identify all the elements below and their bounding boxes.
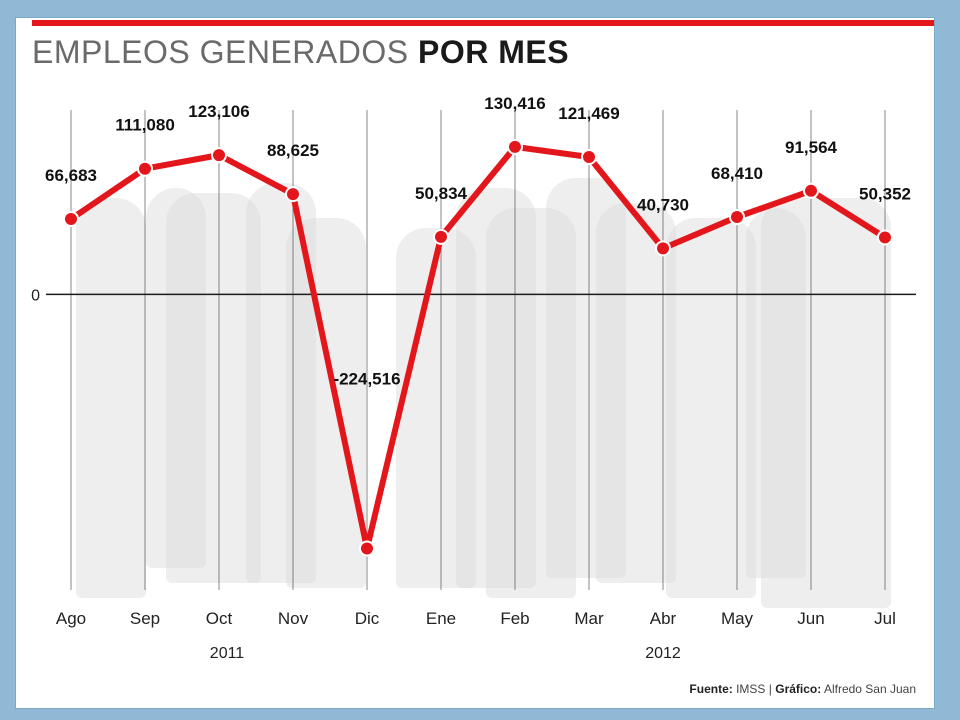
background-figure <box>486 208 576 598</box>
data-value-label: 40,730 <box>637 195 689 214</box>
credit-label: Gráfico: <box>775 682 822 696</box>
data-point-marker <box>729 209 745 226</box>
source-value: IMSS <box>736 682 766 696</box>
month-tick-label: Jul <box>874 609 896 628</box>
month-tick-label: Ene <box>426 609 456 628</box>
data-point-marker <box>433 228 449 245</box>
data-value-label: 50,352 <box>859 184 911 203</box>
month-tick-label: Ago <box>56 609 86 628</box>
source-label: Fuente: <box>689 682 733 696</box>
data-point-marker <box>63 210 79 227</box>
month-tick-label: Nov <box>278 609 309 628</box>
line-chart: 0 66,683 111,080 123,106 88,625 -224,516 50,8… <box>31 94 916 628</box>
month-tick-label: Sep <box>130 609 160 628</box>
data-value-label: 121,469 <box>558 104 619 123</box>
zero-tick-label: 0 <box>31 287 40 304</box>
credit-separator: | <box>768 682 772 696</box>
chart-title-regular: EMPLEOS GENERADOS <box>32 34 409 70</box>
data-value-label: 68,410 <box>711 164 763 183</box>
data-point-marker <box>877 229 893 246</box>
credit-line: Fuente: IMSS | Gráfico: Alfredo San Juan <box>689 682 916 696</box>
year-band-label: 2012 <box>645 645 681 662</box>
background-figure <box>166 193 261 583</box>
credit-value: Alfredo San Juan <box>823 682 916 696</box>
chart-title-bold: POR MES <box>417 34 570 70</box>
background-figure <box>456 188 536 588</box>
data-point-marker <box>507 138 523 155</box>
data-point-marker <box>803 182 819 199</box>
series-line <box>68 143 888 552</box>
background-figure <box>666 218 756 598</box>
year-band-label: 2011 <box>209 645 245 662</box>
month-tick-label: Oct <box>206 609 233 628</box>
data-value-label: 123,106 <box>188 102 249 121</box>
background-figure <box>761 198 891 608</box>
data-point-marker <box>655 240 671 257</box>
data-point-marker <box>211 147 227 164</box>
top-rule <box>32 20 934 26</box>
data-value-label: 88,625 <box>267 141 319 160</box>
data-point-marker <box>359 540 375 557</box>
background-figure <box>546 178 626 578</box>
data-value-label: 66,683 <box>45 166 97 185</box>
background-figure <box>76 198 146 598</box>
data-value-label: 50,834 <box>415 184 468 203</box>
background-figure <box>146 188 206 568</box>
chart-title: EMPLEOS GENERADOS POR MES <box>32 34 569 71</box>
data-value-label: 91,564 <box>785 138 838 157</box>
month-tick-label: Jun <box>797 609 824 628</box>
month-tick-label: Dic <box>355 609 380 628</box>
month-tick-label: Abr <box>650 609 677 628</box>
year-band-2011: 2011 <box>46 638 408 670</box>
data-value-label: 130,416 <box>484 94 545 113</box>
month-tick-label: Mar <box>574 609 604 628</box>
data-value-label: 111,080 <box>115 116 175 135</box>
data-point-marker <box>285 186 301 203</box>
background-figure <box>746 208 806 578</box>
background-figure <box>396 228 476 588</box>
month-tick-label: Feb <box>500 609 529 628</box>
chart-card: EMPLEOS GENERADOS POR MES 0 66,683 111,08… <box>16 18 934 708</box>
data-point-marker <box>137 160 153 177</box>
data-point-marker <box>581 148 597 165</box>
background-figure <box>286 218 366 588</box>
data-value-label: -224,516 <box>333 369 400 388</box>
year-band-2012: 2012 <box>410 638 916 670</box>
month-tick-label: May <box>721 609 754 628</box>
